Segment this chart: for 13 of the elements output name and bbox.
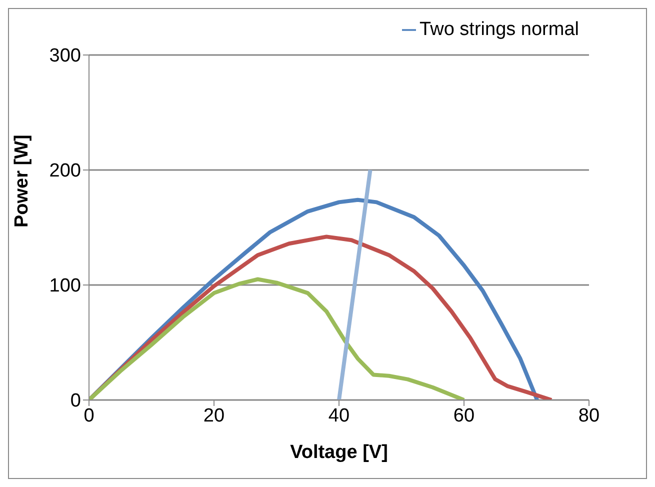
y-tick-label: 200 [49,160,81,182]
y-tick-label: 300 [49,46,81,67]
legend-label: Two strings normal [420,19,579,40]
y-tick-label: 100 [49,276,81,297]
y-tick-label: 0 [70,390,81,412]
line-series [89,277,466,400]
x-tick-label: 40 [328,405,350,426]
x-tick-label: 0 [84,405,94,426]
x-tick-label: 20 [203,405,225,426]
y-axis-title: Power [W] [12,134,33,228]
x-tick-label: 80 [578,405,600,426]
x-tick-label: 60 [453,405,475,426]
x-axis-title: Voltage [V] [290,442,388,463]
